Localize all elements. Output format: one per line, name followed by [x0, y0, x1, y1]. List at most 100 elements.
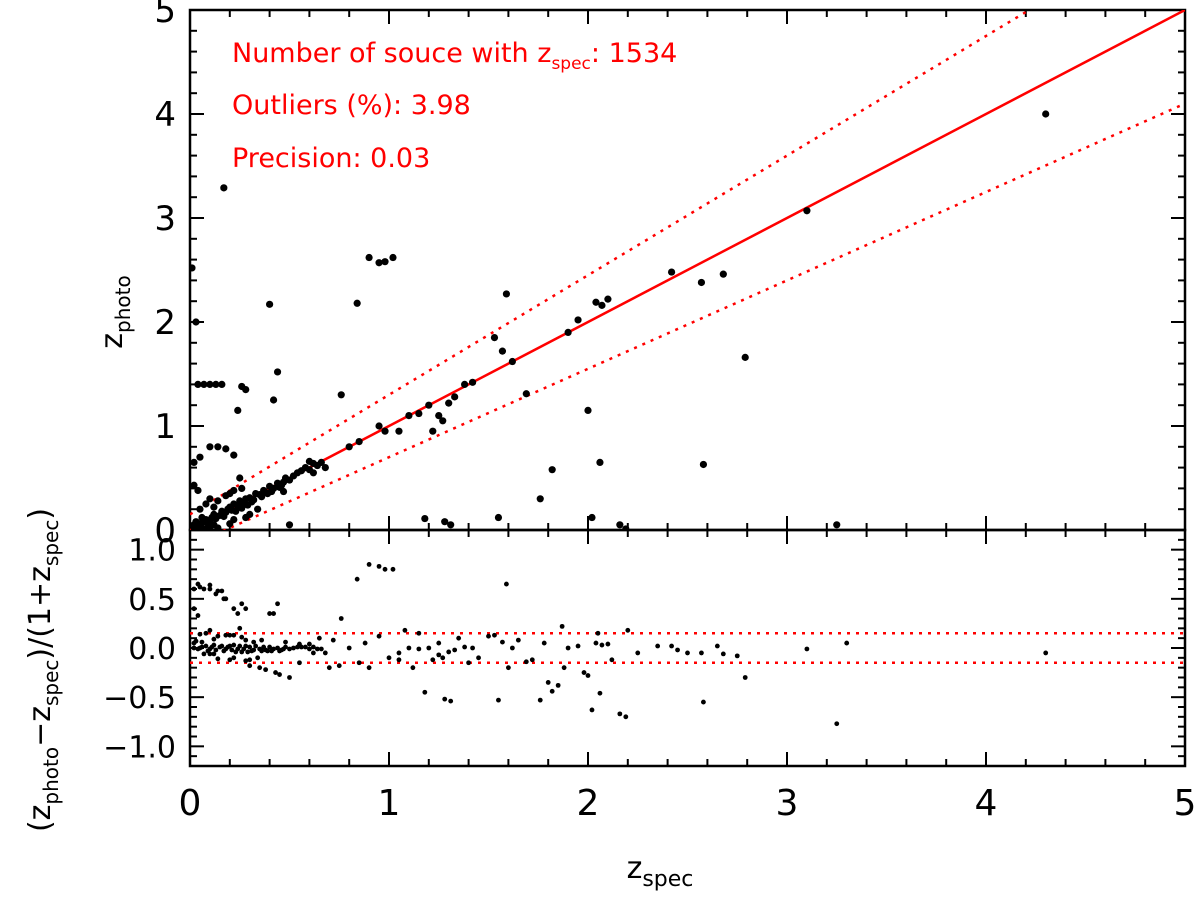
residual-point [235, 611, 241, 616]
residual-point [207, 627, 213, 633]
residual-point [207, 582, 213, 588]
residual-point [617, 711, 623, 717]
data-point [190, 458, 198, 466]
bottom-panel-frame [188, 528, 1187, 768]
residual-point [233, 649, 239, 655]
residual-point [623, 714, 629, 720]
residual-point [211, 636, 217, 642]
residual-point [243, 637, 249, 643]
residual-point [685, 650, 690, 656]
data-point [405, 412, 413, 420]
residual-point [410, 665, 416, 671]
data-point [214, 524, 222, 530]
data-point [234, 406, 242, 414]
data-point [447, 521, 455, 529]
residual-point [237, 643, 243, 649]
residual-point [476, 655, 481, 661]
residual-point [221, 648, 227, 654]
residual-point [259, 648, 265, 654]
residual-point [635, 650, 641, 656]
data-point [214, 497, 222, 505]
bottom-panel-points [191, 562, 1049, 727]
residual-point [303, 644, 308, 650]
data-point [375, 259, 383, 267]
residual-point [504, 581, 509, 587]
residual-point [386, 655, 392, 661]
data-point [230, 516, 238, 524]
data-point [269, 396, 278, 404]
data-point [218, 380, 226, 388]
residual-point [585, 673, 591, 678]
top-y-axis-label: zphoto [95, 275, 135, 348]
residual-point [231, 655, 237, 661]
data-point [536, 495, 544, 503]
residual-point [416, 630, 422, 636]
residual-point [545, 680, 551, 685]
residual-point [314, 646, 320, 652]
top-panel-ticks [189, 9, 1186, 531]
data-point [204, 520, 212, 528]
residual-point [219, 643, 225, 649]
top-y-tick-label: 2 [154, 303, 176, 343]
data-point [468, 378, 477, 386]
residual-point [243, 658, 249, 664]
residual-point [277, 648, 282, 654]
residual-point [277, 672, 282, 677]
residual-point [555, 682, 561, 688]
residual-point [336, 663, 342, 669]
data-point [222, 445, 230, 453]
residual-point [227, 632, 233, 638]
residual-point [565, 645, 571, 651]
residual-point [207, 586, 213, 592]
residual-point [247, 644, 253, 650]
bottom-y-tick-label: 0.0 [128, 632, 176, 667]
residual-point [669, 643, 674, 649]
residual-point [470, 645, 475, 651]
residual-point [436, 652, 442, 658]
residual-point [249, 648, 255, 654]
data-point [490, 334, 499, 342]
residual-point [382, 566, 388, 572]
top-panel-points [190, 110, 1050, 530]
residual-point [523, 659, 529, 665]
data-point [279, 487, 288, 496]
data-point [345, 443, 353, 451]
residual-point [203, 630, 209, 636]
residual-point [742, 675, 748, 680]
residual-point [575, 643, 581, 649]
residual-point [529, 657, 535, 663]
residual-point [354, 576, 360, 582]
top-y-tick-label: 4 [154, 95, 176, 135]
x-tick-label: 4 [975, 783, 998, 824]
residual-point [227, 657, 233, 663]
data-point [592, 298, 600, 306]
residual-point [199, 639, 205, 645]
data-point [198, 519, 206, 527]
residual-point [193, 638, 199, 644]
residual-point [229, 647, 235, 653]
x-tick-label: 0 [179, 783, 202, 824]
residual-point [593, 640, 599, 646]
residual-point [506, 665, 511, 671]
data-point [445, 399, 453, 407]
data-point [415, 409, 423, 418]
residual-point [804, 646, 810, 652]
residual-point [307, 646, 312, 652]
residual-point [597, 690, 603, 696]
residual-point [448, 698, 454, 704]
residual-point [496, 697, 501, 703]
residual-point [263, 667, 269, 673]
residual-point [396, 650, 402, 656]
residual-point [366, 562, 372, 567]
data-point [441, 518, 449, 526]
residual-point [430, 657, 436, 663]
residual-point [310, 650, 316, 656]
residual-point [243, 643, 249, 649]
residual-point [283, 639, 288, 645]
bottom-y-tick-label: −1.0 [103, 730, 176, 765]
data-point [248, 498, 256, 506]
data-point [741, 353, 749, 361]
residual-point [436, 640, 442, 646]
residual-point [442, 696, 448, 702]
residual-point [720, 651, 726, 657]
